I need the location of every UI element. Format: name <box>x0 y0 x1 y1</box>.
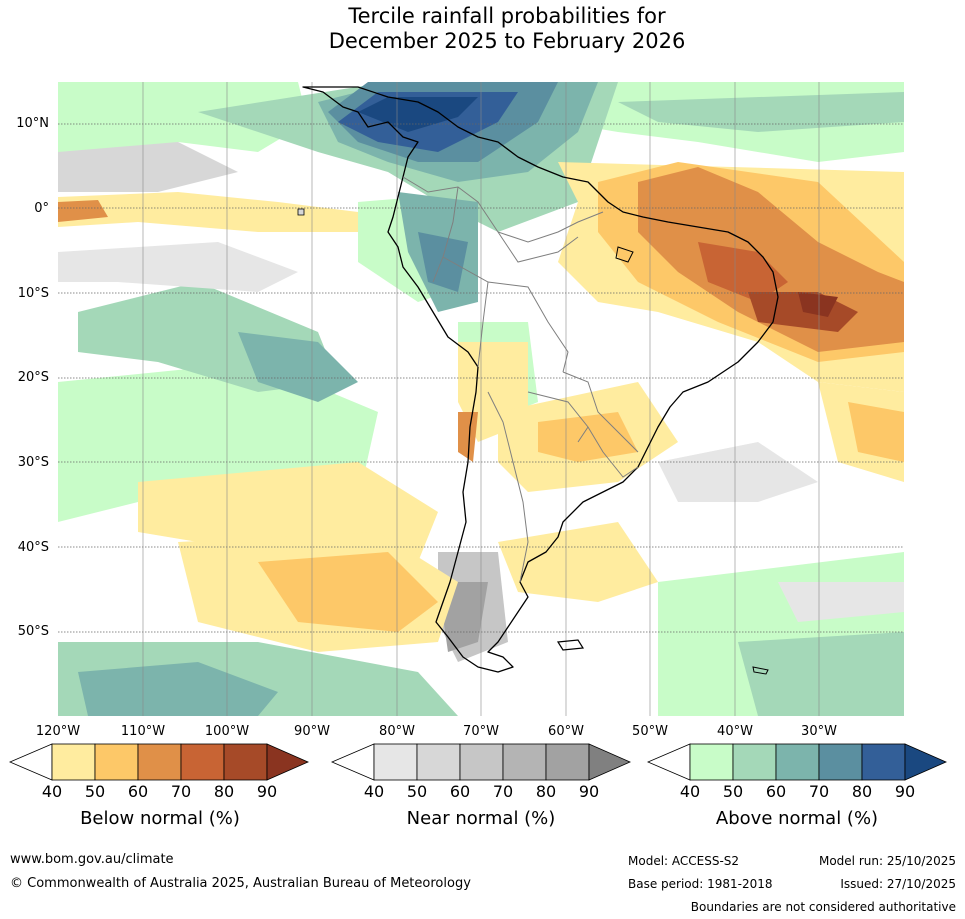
below-swatch-70-80 <box>180 743 225 781</box>
near-swatch-over <box>588 743 631 781</box>
lat-label-20s: 20°S <box>17 370 49 385</box>
footer-disclaimer: Boundaries are not considered authoritat… <box>690 900 956 914</box>
lon-label-30w: 30°W <box>801 724 837 739</box>
lat-label-40s: 40°S <box>17 540 49 555</box>
below-swatch-50-60 <box>94 743 139 781</box>
near-tick-90: 90 <box>578 782 600 801</box>
above-swatch-60-70 <box>775 743 820 781</box>
below-tick-50: 50 <box>84 782 106 801</box>
above-swatch-over <box>904 743 947 781</box>
lat-label-10n: 10°N <box>16 116 49 131</box>
near-tick-70: 70 <box>492 782 514 801</box>
near-swatch-60-70 <box>459 743 504 781</box>
country-borders <box>402 176 639 583</box>
title-line-1: Tercile rainfall probabilities for <box>348 4 666 28</box>
lon-label-90w: 90°W <box>294 724 330 739</box>
map-canvas <box>58 82 904 716</box>
lon-label-100w: 100°W <box>204 724 250 739</box>
near-normal-title: Near normal (%) <box>406 808 556 829</box>
footer-model: Model: ACCESS-S2 <box>628 854 740 868</box>
lat-label-50s: 50°S <box>17 624 49 639</box>
above-tick-90: 90 <box>894 782 916 801</box>
colorbar-above-normal <box>646 743 947 781</box>
near-swatch-80-90 <box>545 743 590 781</box>
above-tick-40: 40 <box>679 782 701 801</box>
falkland-islands <box>556 639 585 651</box>
south-georgia <box>752 666 769 675</box>
below-tick-40: 40 <box>41 782 63 801</box>
south-america-coastline <box>302 86 779 673</box>
below-tick-80: 80 <box>213 782 235 801</box>
galapagos-islands <box>297 208 305 216</box>
lat-label-0: 0° <box>34 201 49 216</box>
above-swatch-80-90 <box>861 743 906 781</box>
below-swatch-40-50 <box>51 743 96 781</box>
title-line-2: December 2025 to February 2026 <box>328 29 686 53</box>
lon-label-50w: 50°W <box>632 724 668 739</box>
near-tick-50: 50 <box>406 782 428 801</box>
below-tick-70: 70 <box>170 782 192 801</box>
below-normal-zones <box>58 162 904 652</box>
below-swatch-80-90 <box>223 743 268 781</box>
near-tick-80: 80 <box>535 782 557 801</box>
above-swatch-40-50 <box>689 743 734 781</box>
below-swatch-60-70 <box>137 743 182 781</box>
footer-base-period: Base period: 1981-2018 <box>628 877 773 891</box>
above-swatch-50-60 <box>732 743 777 781</box>
above-normal-title: Above normal (%) <box>715 808 879 829</box>
below-swatch-under <box>8 743 53 781</box>
near-tick-40: 40 <box>363 782 385 801</box>
above-tick-50: 50 <box>722 782 744 801</box>
lat-label-10s: 10°S <box>17 286 49 301</box>
lon-label-40w: 40°W <box>717 724 753 739</box>
near-swatch-50-60 <box>416 743 461 781</box>
below-normal-title: Below normal (%) <box>80 808 240 829</box>
lon-label-70w: 70°W <box>463 724 499 739</box>
below-tick-60: 60 <box>127 782 149 801</box>
near-tick-60: 60 <box>449 782 471 801</box>
above-tick-80: 80 <box>851 782 873 801</box>
lat-label-30s: 30°S <box>17 455 49 470</box>
footer-copyright: © Commonwealth of Australia 2025, Austra… <box>10 876 471 891</box>
above-tick-60: 60 <box>765 782 787 801</box>
above-tick-70: 70 <box>808 782 830 801</box>
lon-label-60w: 60°W <box>548 724 584 739</box>
footer-issued: Issued: 27/10/2025 <box>840 877 956 891</box>
lon-label-110w: 110°W <box>120 724 166 739</box>
footer-model-run: Model run: 25/10/2025 <box>818 854 956 868</box>
colorbar-below-normal <box>8 743 309 781</box>
above-swatch-under <box>646 743 691 781</box>
near-normal-zones <box>58 142 904 662</box>
chart-title: Tercile rainfall probabilities for Decem… <box>0 4 965 54</box>
lon-label-80w: 80°W <box>379 724 415 739</box>
below-tick-90: 90 <box>256 782 278 801</box>
below-swatch-over <box>266 743 309 781</box>
footer-url: www.bom.gov.au/climate <box>10 852 174 867</box>
meridians <box>142 82 820 716</box>
near-swatch-40-50 <box>373 743 418 781</box>
above-swatch-70-80 <box>818 743 863 781</box>
probability-map <box>58 82 904 716</box>
near-swatch-under <box>330 743 375 781</box>
near-swatch-70-80 <box>502 743 547 781</box>
colorbar-near-normal <box>330 743 631 781</box>
lon-label-120w: 120°W <box>35 724 81 739</box>
